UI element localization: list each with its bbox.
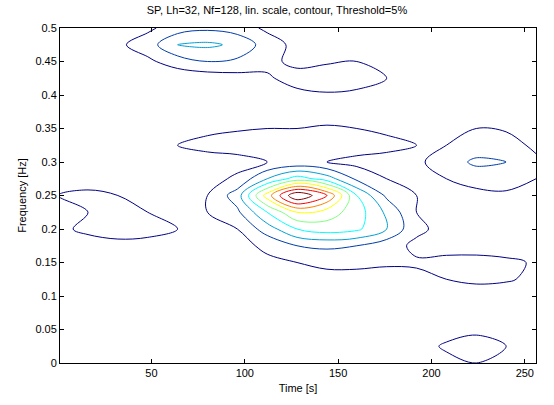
svg-text:Frequency [Hz]: Frequency [Hz]: [16, 158, 28, 233]
svg-text:0.25: 0.25: [35, 189, 56, 201]
svg-text:250: 250: [516, 367, 534, 379]
svg-text:200: 200: [422, 367, 440, 379]
svg-text:0.1: 0.1: [42, 290, 57, 302]
svg-text:0.2: 0.2: [42, 223, 57, 235]
svg-text:0.05: 0.05: [35, 323, 56, 335]
svg-text:150: 150: [329, 367, 347, 379]
svg-text:0.15: 0.15: [35, 256, 56, 268]
svg-text:50: 50: [145, 367, 157, 379]
svg-text:Time [s]: Time [s]: [279, 382, 318, 394]
svg-text:0.45: 0.45: [35, 55, 56, 67]
svg-text:0.35: 0.35: [35, 122, 56, 134]
svg-text:100: 100: [236, 367, 254, 379]
svg-text:SP, Lh=32, Nf=128, lin. scale,: SP, Lh=32, Nf=128, lin. scale, contour, …: [147, 4, 408, 16]
svg-text:0: 0: [51, 357, 57, 369]
svg-text:0.5: 0.5: [42, 22, 57, 34]
svg-text:0.4: 0.4: [42, 89, 57, 101]
svg-text:0.3: 0.3: [42, 156, 57, 168]
